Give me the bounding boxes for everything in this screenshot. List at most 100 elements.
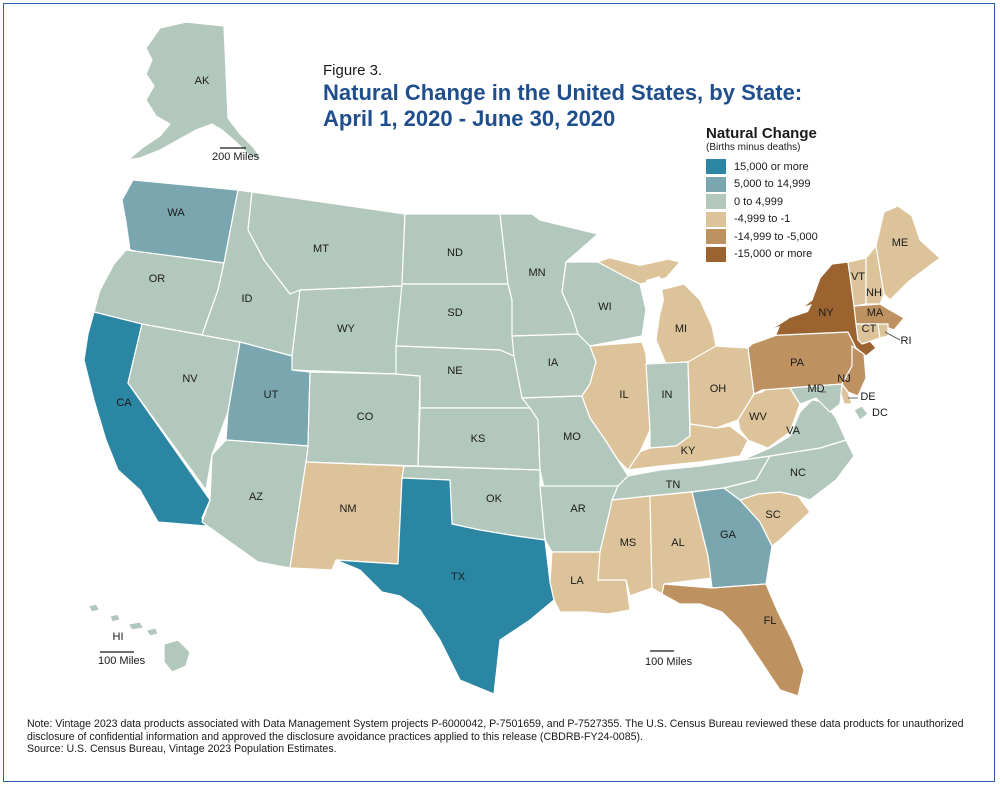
state-label-DC: DC (872, 407, 888, 419)
great-lakes (600, 248, 812, 346)
state-HI (87, 603, 191, 673)
state-label-AL: AL (671, 537, 684, 549)
state-label-NC: NC (790, 467, 806, 479)
legend-title: Natural Change (706, 125, 817, 142)
state-label-LA: LA (570, 575, 584, 587)
state-label-SC: SC (765, 509, 780, 521)
legend-label: 5,000 to 14,999 (734, 178, 811, 191)
state-label-MT: MT (313, 243, 329, 255)
state-RI (877, 323, 889, 339)
state-label-VT: VT (851, 271, 865, 283)
title-line-2: April 1, 2020 - June 30, 2020 (323, 106, 616, 131)
state-TX (335, 477, 555, 695)
state-WY (291, 285, 403, 375)
state-label-IL: IL (619, 389, 628, 401)
notes: Note: Vintage 2023 data products associa… (27, 718, 977, 756)
legend-label: 15,000 or more (734, 160, 809, 173)
legend-item: -4,999 to -1 (706, 211, 896, 229)
legend-swatch (706, 229, 726, 245)
state-AK (127, 21, 263, 161)
state-label-NM: NM (339, 503, 356, 515)
legend-label: 0 to 4,999 (734, 195, 783, 208)
state-label-TN: TN (666, 479, 681, 491)
state-label-HI: HI (113, 631, 124, 643)
state-label-FL: FL (764, 615, 777, 627)
state-label-VA: VA (786, 425, 801, 437)
state-label-KY: KY (681, 445, 696, 457)
state-label-MA: MA (867, 307, 884, 319)
hawaii-scale-label: 100 Miles (98, 655, 146, 667)
state-KY (627, 423, 749, 471)
legend-item: 15,000 or more (706, 158, 896, 176)
legend: Natural Change (Births minus deaths) 15,… (706, 126, 896, 263)
state-label-MI: MI (675, 323, 687, 335)
state-label-UT: UT (264, 389, 279, 401)
state-label-AZ: AZ (249, 491, 263, 503)
state-label-PA: PA (790, 357, 805, 369)
state-label-MS: MS (620, 537, 637, 549)
state-label-OR: OR (149, 273, 166, 285)
page-title: Natural Change in the United States, by … (323, 80, 863, 132)
state-NM (289, 461, 405, 571)
state-label-WV: WV (749, 411, 767, 423)
state-IL (581, 341, 651, 471)
legend-label: -15,000 or more (734, 248, 813, 261)
state-label-NH: NH (866, 287, 882, 299)
state-label-ME: ME (892, 237, 909, 249)
state-label-IN: IN (662, 389, 673, 401)
state-AZ (201, 439, 309, 569)
state-SD (395, 283, 515, 357)
state-IN (645, 361, 691, 449)
state-label-TX: TX (451, 571, 466, 583)
state-label-MO: MO (563, 431, 581, 443)
note-text: Note: Vintage 2023 data products associa… (27, 718, 964, 743)
mainland-scale-label: 100 Miles (645, 656, 693, 668)
state-label-WA: WA (167, 207, 185, 219)
legend-swatch (706, 159, 726, 175)
state-WA (121, 179, 239, 264)
state-label-NV: NV (182, 373, 198, 385)
figure-label: Figure 3. (323, 62, 383, 79)
state-label-WI: WI (598, 301, 611, 313)
state-label-RI: RI (901, 335, 912, 347)
state-label-AR: AR (570, 503, 585, 515)
state-NH (865, 245, 885, 305)
legend-label: -14,999 to -5,000 (734, 230, 818, 243)
state-label-DE: DE (860, 391, 875, 403)
leader-lines (820, 331, 901, 399)
legend-swatch (706, 246, 726, 262)
title-line-1: Natural Change in the United States, by … (323, 80, 803, 105)
state-label-IA: IA (548, 357, 559, 369)
state-label-MN: MN (528, 267, 545, 279)
legend-item: -14,999 to -5,000 (706, 228, 896, 246)
legend-subtitle: (Births minus deaths) (706, 142, 801, 153)
state-label-CT: CT (862, 323, 877, 335)
state-label-CA: CA (116, 397, 132, 409)
state-label-OH: OH (710, 383, 727, 395)
legend-label: -4,999 to -1 (734, 213, 791, 226)
state-CT (855, 323, 881, 345)
scale-bars (100, 147, 674, 653)
state-label-NY: NY (818, 307, 834, 319)
state-label-ND: ND (447, 247, 463, 259)
legend-swatch (706, 194, 726, 210)
state-label-NJ: NJ (837, 373, 850, 385)
state-label-KS: KS (471, 433, 486, 445)
state-label-SD: SD (447, 307, 462, 319)
state-ME (875, 205, 941, 301)
state-label-OK: OK (486, 493, 503, 505)
state-FL (661, 583, 805, 697)
legend-item: -15,000 or more (706, 246, 896, 264)
state-label-CO: CO (357, 411, 374, 423)
state-label-NE: NE (447, 365, 462, 377)
state-MD (789, 383, 843, 413)
legend-item: 5,000 to 14,999 (706, 176, 896, 194)
figure-frame (3, 3, 995, 782)
legend-swatch (706, 211, 726, 227)
source-text: Source: U.S. Census Bureau, Vintage 2023… (27, 743, 337, 755)
state-label-WY: WY (337, 323, 355, 335)
alaska-scale-label: 200 Miles (212, 151, 260, 163)
legend-swatch (706, 176, 726, 192)
legend-item: 0 to 4,999 (706, 193, 896, 211)
